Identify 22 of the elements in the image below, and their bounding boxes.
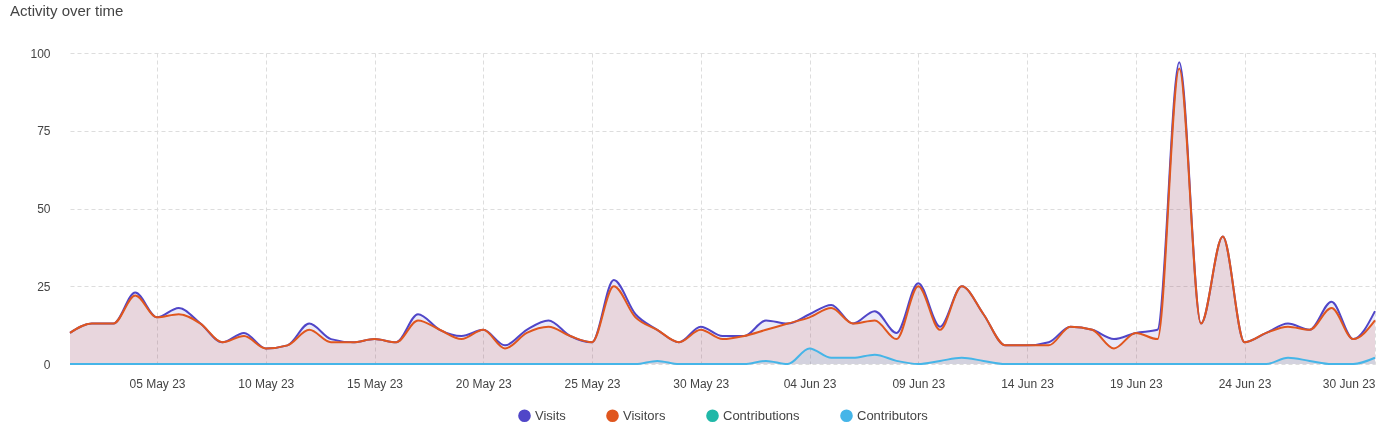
legend-label: Visits xyxy=(535,407,567,423)
x-tick-label: 09 Jun 23 xyxy=(892,376,946,391)
x-tick-label: 30 Jun 23 xyxy=(1322,376,1376,391)
y-tick-label: 0 xyxy=(43,357,51,372)
x-tick-label: 05 May 23 xyxy=(129,376,186,391)
chart-title: Activity over time xyxy=(10,2,124,19)
x-tick-label: 25 May 23 xyxy=(564,376,621,391)
x-tick-label: 19 Jun 23 xyxy=(1109,376,1163,391)
x-tick-label: 30 May 23 xyxy=(673,376,730,391)
x-tick-label: 14 Jun 23 xyxy=(1001,376,1055,391)
y-tick-label: 50 xyxy=(37,202,51,216)
y-tick-label: 25 xyxy=(37,279,51,294)
x-tick-label: 24 Jun 23 xyxy=(1218,376,1272,391)
legend-label: Contributors xyxy=(857,407,929,423)
y-tick-label: 100 xyxy=(30,46,51,61)
x-tick-label: 10 May 23 xyxy=(238,376,295,391)
legend-label: Contributions xyxy=(723,407,801,423)
y-tick-label: 75 xyxy=(37,124,51,139)
x-tick-label: 20 May 23 xyxy=(455,376,513,391)
x-tick-label: 15 May 23 xyxy=(346,376,404,391)
legend-label: Visitors xyxy=(623,407,666,423)
x-tick-label: 04 Jun 23 xyxy=(783,376,837,391)
